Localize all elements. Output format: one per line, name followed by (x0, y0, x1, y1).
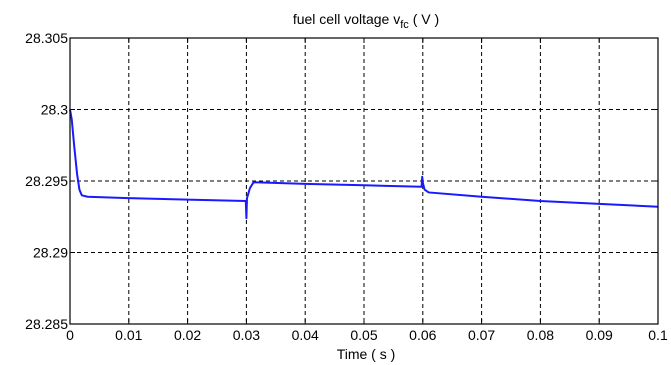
x-tick-label: 0.06 (409, 327, 436, 343)
y-tick-label: 28.295 (25, 173, 68, 189)
x-tick-label: 0.01 (115, 327, 142, 343)
chart-title: fuel cell voltage vfc ( V ) (293, 11, 439, 31)
chart-title-suffix: ( V ) (409, 11, 439, 27)
x-tick-label: 0 (66, 327, 74, 343)
x-tick-label: 0.08 (527, 327, 554, 343)
y-tick-label: 28.29 (33, 245, 68, 261)
plot-frame (69, 37, 659, 325)
x-tick-label: 0.07 (468, 327, 495, 343)
y-tick-label: 28.285 (25, 316, 68, 332)
chart-title-subscript: fc (400, 19, 409, 31)
ticks: 0 0.01 0.02 0.03 0.04 0.05 0.06 0.07 0.08 0.09 0.1… (25, 30, 668, 343)
x-tick-label: 0.04 (292, 327, 319, 343)
x-tick-label: 0.02 (174, 327, 201, 343)
grid (70, 38, 658, 324)
x-tick-label: 0.1 (648, 327, 668, 343)
y-tick-label: 28.305 (25, 30, 68, 46)
chart-title-prefix: fuel cell voltage v (293, 11, 400, 27)
x-tick-label: 0.05 (350, 327, 377, 343)
x-axis-label: Time ( s ) (337, 346, 396, 362)
x-tick-label: 0.03 (233, 327, 260, 343)
x-tick-label: 0.09 (586, 327, 613, 343)
series-layer (69, 109, 659, 220)
series-line (69, 109, 659, 220)
y-tick-label: 28.3 (41, 102, 68, 118)
